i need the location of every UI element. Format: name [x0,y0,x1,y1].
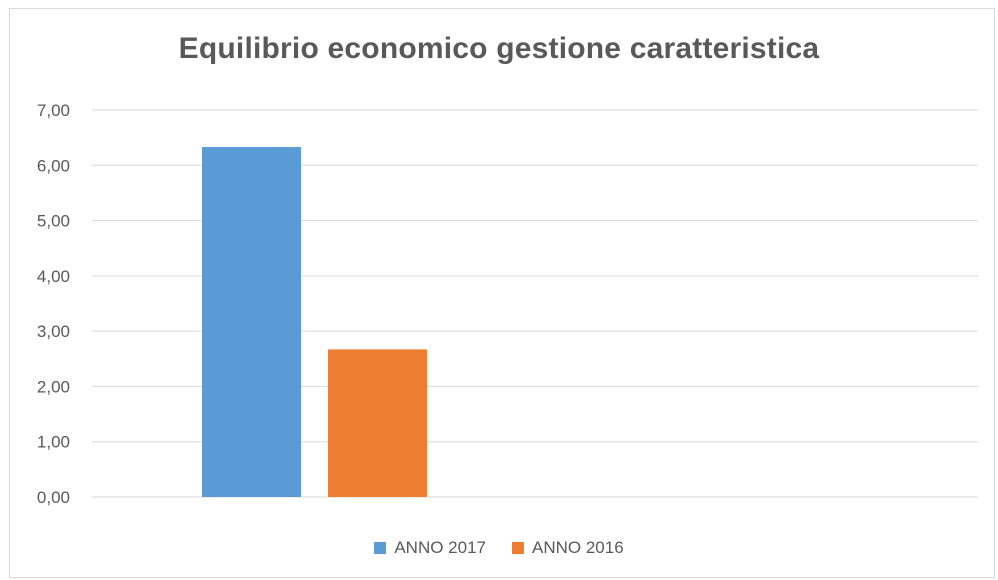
bars [202,147,427,497]
legend-label-2016: ANNO 2016 [532,538,624,557]
y-tick-label: 1,00 [37,433,70,452]
y-tick-label: 7,00 [37,101,70,120]
y-tick-label: 2,00 [37,377,70,396]
legend-label-2017: ANNO 2017 [394,538,486,557]
y-tick-label: 6,00 [37,156,70,175]
legend-swatch-2016 [512,542,524,554]
bar-anno-2016 [328,349,427,497]
y-tick-label: 0,00 [37,488,70,507]
y-tick-label: 4,00 [37,267,70,286]
legend-item-2017: ANNO 2017 [374,538,486,558]
y-axis-tick-labels: 0,00 1,00 2,00 3,00 4,00 5,00 6,00 7,00 [37,101,70,507]
bar-anno-2017 [202,147,301,497]
legend-swatch-2017 [374,542,387,554]
legend-item-2016: ANNO 2016 [512,538,624,558]
chart-frame [9,8,995,578]
y-tick-label: 5,00 [37,212,70,231]
legend: ANNO 2017 ANNO 2016 [0,538,998,558]
chart-title: Equilibrio economico gestione caratteris… [178,32,820,65]
y-tick-label: 3,00 [37,322,70,341]
